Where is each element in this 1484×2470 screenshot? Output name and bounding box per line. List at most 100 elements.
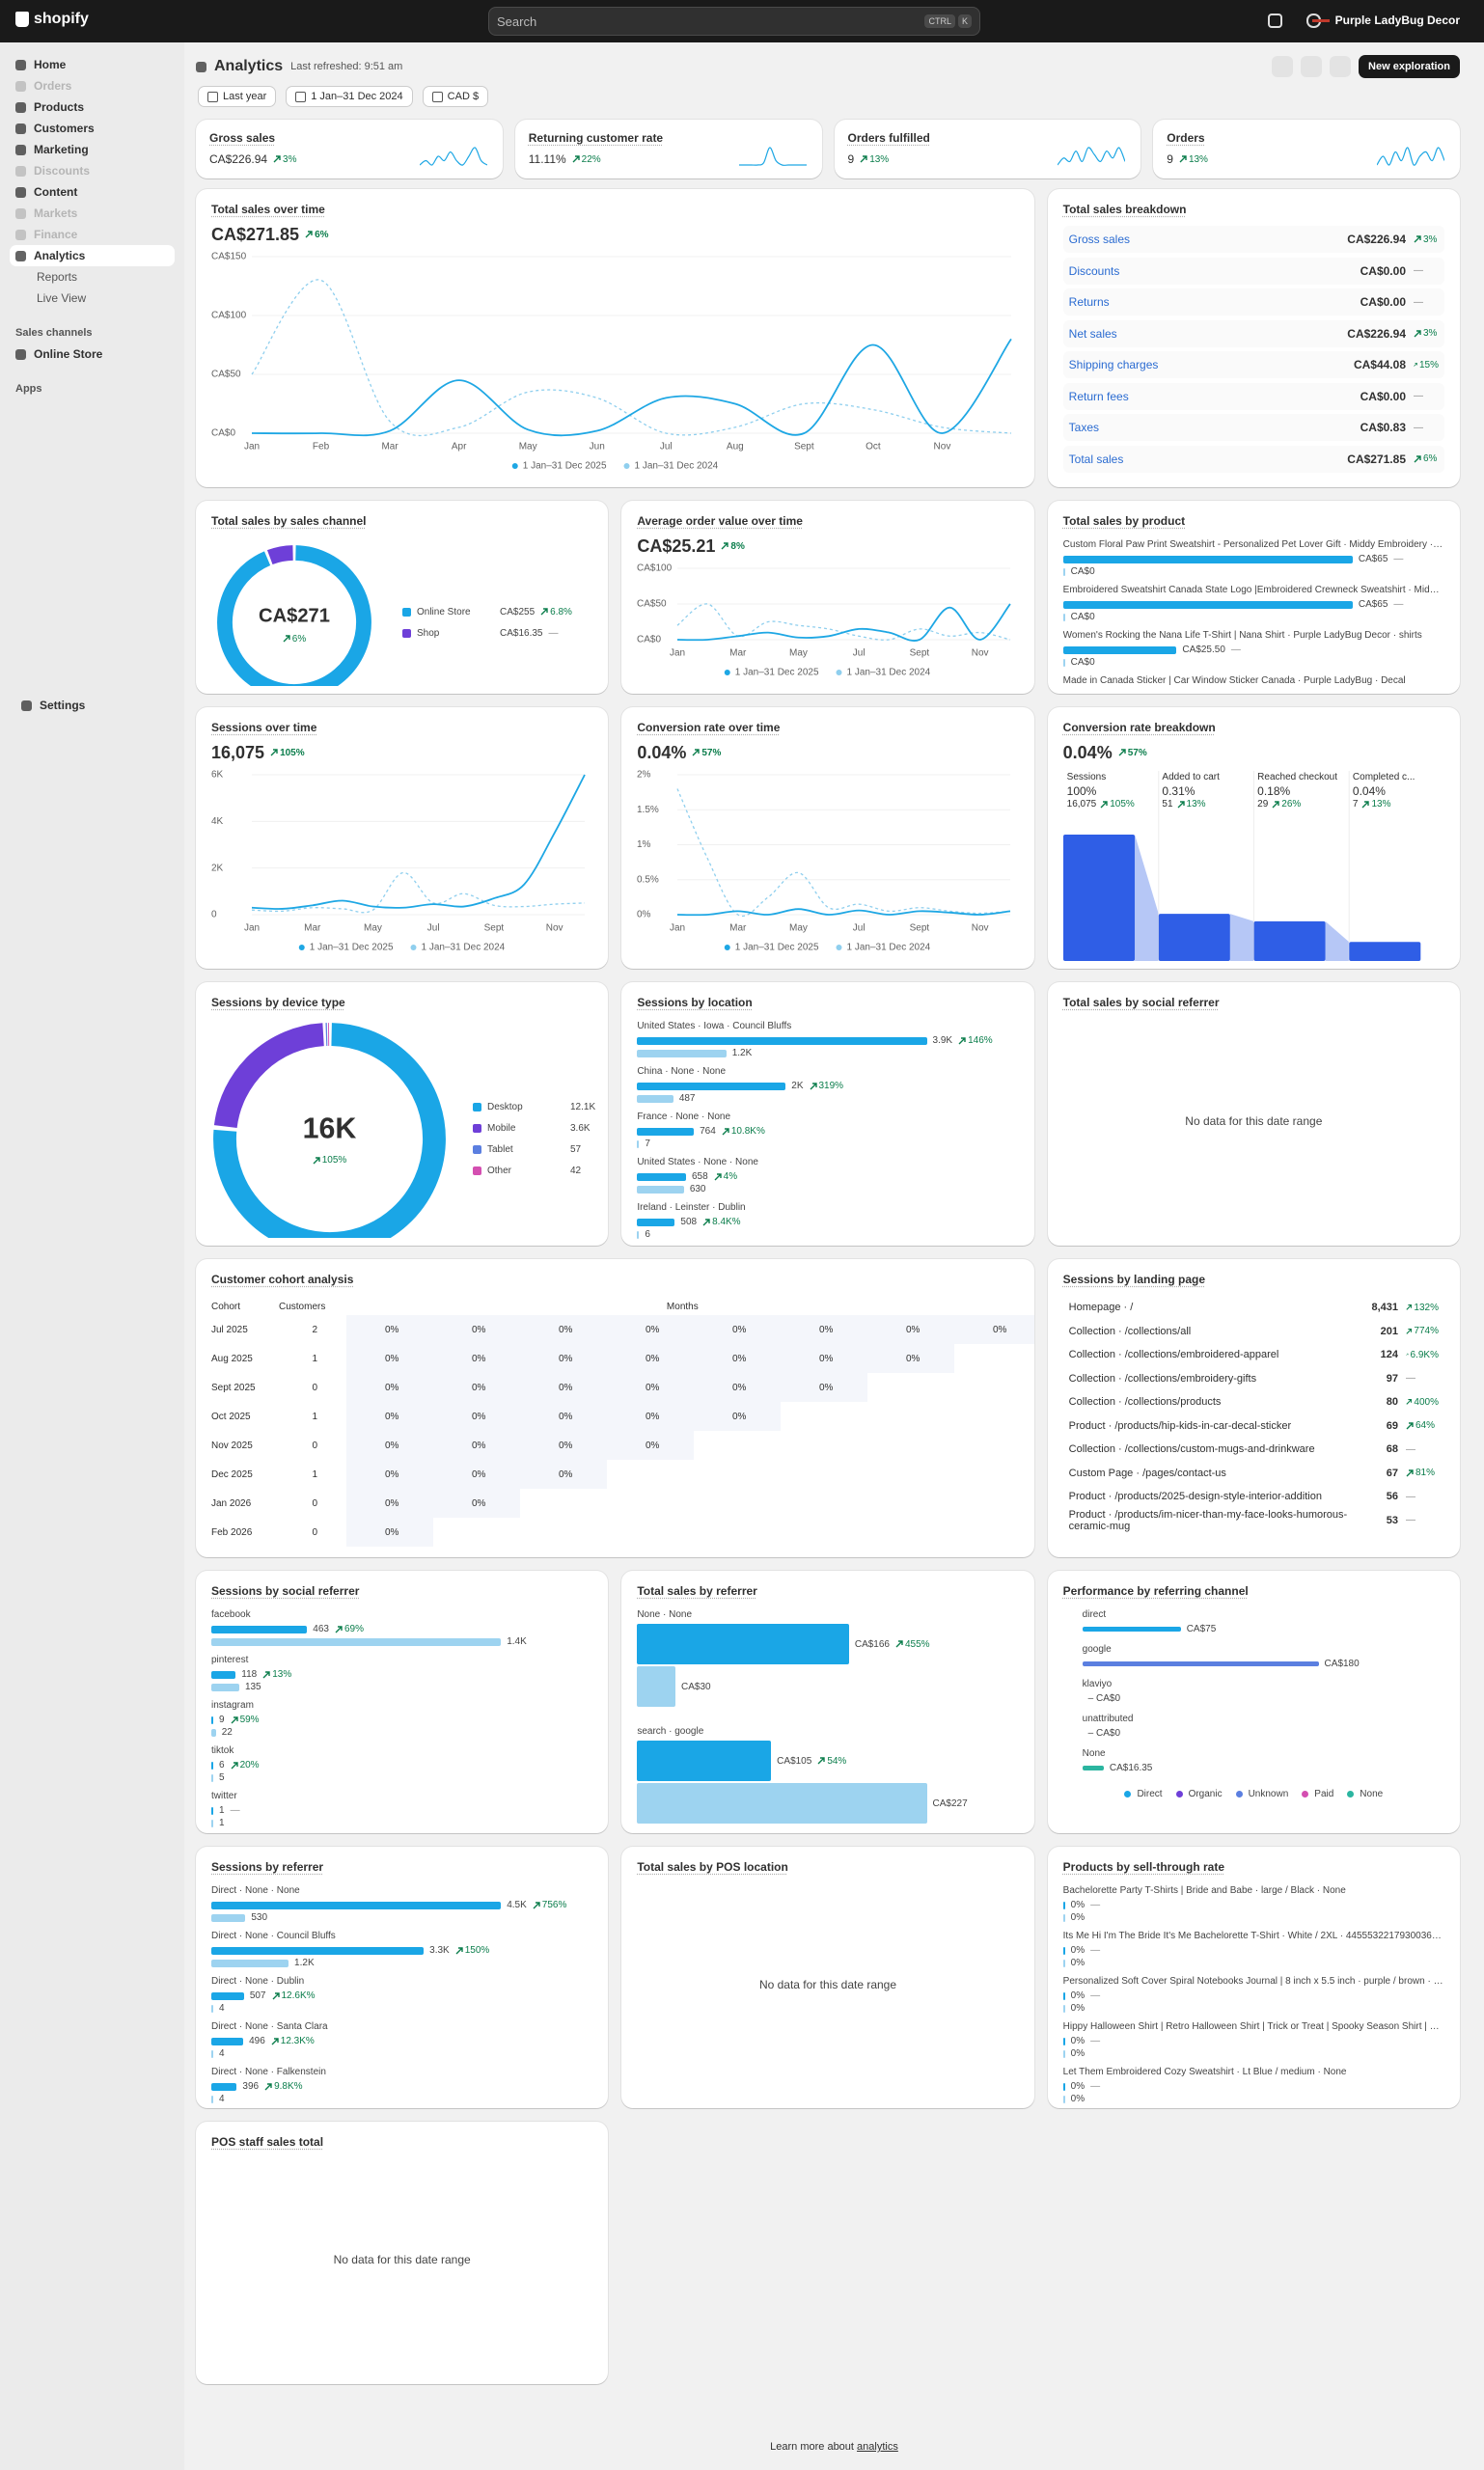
nav-item[interactable]: Discounts	[10, 160, 175, 181]
cohort-cell: 0%	[694, 1315, 781, 1344]
breakdown-label[interactable]: Discounts	[1068, 263, 1120, 278]
card-title: Sessions by device type	[211, 996, 345, 1009]
footer-link[interactable]: analytics	[857, 2441, 898, 2453]
nav-heading[interactable]: Sales channels	[15, 327, 93, 339]
arrow-path	[1414, 454, 1421, 462]
bar	[211, 1670, 236, 1679]
arrow-path	[817, 1757, 826, 1765]
arrow-path	[1179, 155, 1187, 163]
nav-item[interactable]: Orders	[10, 75, 175, 96]
breakdown-label[interactable]: Gross sales	[1068, 233, 1131, 246]
nav-label: Products	[34, 100, 85, 114]
nav-item[interactable]: Customers	[10, 118, 175, 139]
change-arrow	[1406, 1469, 1414, 1477]
donut-legend: Desktop12.1K255%Mobile3.6K6%Tablet5775%O…	[473, 1097, 608, 1182]
x-tick-label: Jun	[590, 442, 605, 453]
bar-row: 0%	[1062, 2048, 1444, 2059]
nav-item[interactable]: Online Store	[10, 343, 175, 365]
breakdown-label[interactable]: Net sales	[1068, 326, 1117, 341]
bar-row: CA$30	[637, 1666, 1018, 1707]
nav-settings[interactable]: Settings	[15, 695, 91, 716]
nav-item[interactable]: Marketing	[10, 139, 175, 160]
nav-item[interactable]: Content	[10, 181, 175, 203]
x-tick-label: May	[519, 442, 537, 453]
icon-button[interactable]	[1301, 56, 1323, 77]
store-icon[interactable]	[1268, 14, 1282, 28]
change-text: 13%	[272, 1669, 292, 1680]
logo[interactable]: shopify	[15, 11, 89, 28]
kpi-value: CA$226.94	[209, 152, 268, 166]
store-menu[interactable]: Purple LadyBug Decor	[1311, 14, 1460, 27]
nav-item[interactable]: Markets	[10, 203, 175, 224]
kpi-card[interactable]: Orders 9 13%	[1153, 120, 1460, 178]
nav-item[interactable]: Products	[10, 96, 175, 118]
change-text: 22%	[581, 153, 601, 165]
icon-button[interactable]	[1330, 56, 1352, 77]
breakdown-label[interactable]: Return fees	[1068, 389, 1129, 403]
nav-heading[interactable]: Apps	[15, 383, 42, 395]
filter-chip[interactable]: CAD $	[422, 86, 489, 107]
kpi-card[interactable]: Gross sales CA$226.94 3%	[196, 120, 503, 178]
change-text: 756%	[541, 1900, 567, 1910]
change-text: 455%	[904, 1638, 930, 1650]
nav-item[interactable]: Home	[10, 54, 175, 75]
column-header: Customers	[279, 1301, 326, 1312]
arrow-path	[335, 1625, 343, 1633]
nav-icon	[15, 165, 26, 177]
kpi-card[interactable]: Orders fulfilled 9 13%	[834, 120, 1141, 178]
x-tick-label: Nov	[546, 923, 563, 934]
card-total: CA$25.21 8%	[637, 534, 1018, 559]
bar	[1062, 2037, 1065, 2045]
x-tick-label: Jan	[244, 442, 260, 453]
search-box[interactable]: Search CTRL K	[488, 7, 980, 36]
compare-bar	[637, 1230, 640, 1239]
analytics-icon	[196, 61, 206, 72]
arrow-path	[231, 1715, 238, 1723]
compare-value: 6	[645, 1229, 650, 1240]
cohort-cell: 0%	[433, 1344, 520, 1373]
breakdown-label[interactable]: Shipping charges	[1068, 358, 1159, 371]
y-tick-label: CA$150	[211, 252, 247, 262]
nav-subitem[interactable]: Reports	[37, 270, 78, 284]
nav-subitem[interactable]: Live View	[37, 291, 87, 305]
nav-icon	[15, 207, 26, 219]
legend-swatch	[1235, 1790, 1243, 1798]
bar-row: 0%	[1062, 2094, 1444, 2104]
arrow-path	[958, 1036, 966, 1044]
compare-value: 4	[219, 2048, 225, 2059]
channel-name: google	[1082, 1644, 1112, 1655]
donut-slice	[217, 545, 371, 686]
card-line: Sessions over time 16,075 105% 0 2K 4K 6K Jan Ma…	[196, 707, 609, 969]
breakdown-label[interactable]: Returns	[1068, 295, 1110, 309]
change-text: 69%	[344, 1624, 364, 1634]
nav-item[interactable]: Analytics	[10, 245, 175, 266]
legend-row: Other4271%	[473, 1161, 608, 1182]
donut-chart: CA$271	[217, 545, 371, 686]
list-value: 56	[1386, 1491, 1398, 1503]
nav-icon	[15, 59, 26, 70]
filter-chip[interactable]: 1 Jan–31 Dec 2024	[286, 86, 413, 107]
icon-button[interactable]	[1272, 56, 1294, 77]
bar-value: CA$166	[854, 1638, 890, 1650]
arrow-path	[722, 1127, 729, 1135]
kpi-value: 9	[847, 152, 855, 166]
kpi-card[interactable]: Returning customer rate 11.11% 22%	[514, 120, 822, 178]
new-exploration-button[interactable]: New exploration	[1359, 55, 1460, 78]
change: 6%	[305, 230, 329, 240]
legend-label: Other	[487, 1166, 512, 1176]
nav-item[interactable]: Finance	[10, 224, 175, 245]
list-row: Collection · /collections/all 201 774%	[1063, 1320, 1444, 1344]
breakdown-label[interactable]: Taxes	[1068, 421, 1100, 434]
change-text: —	[1230, 645, 1241, 655]
change-arrow	[455, 1946, 463, 1954]
dashboard-grid: Total sales over time CA$271.85 6% CA$0 CA$5…	[196, 189, 1460, 2384]
x-tick-label: May	[789, 648, 808, 659]
nav: Home Orders Products Customers Marketing Disc…	[10, 54, 175, 399]
change: 64%	[1406, 1420, 1439, 1431]
bar-row: 630	[637, 1184, 1018, 1194]
change-text: —	[1090, 2081, 1101, 2092]
filter-chip[interactable]: Last year	[198, 86, 277, 107]
breakdown-label[interactable]: Total sales	[1068, 452, 1124, 466]
change-text: 105%	[1110, 799, 1135, 810]
compare-bar	[1062, 2004, 1065, 2013]
